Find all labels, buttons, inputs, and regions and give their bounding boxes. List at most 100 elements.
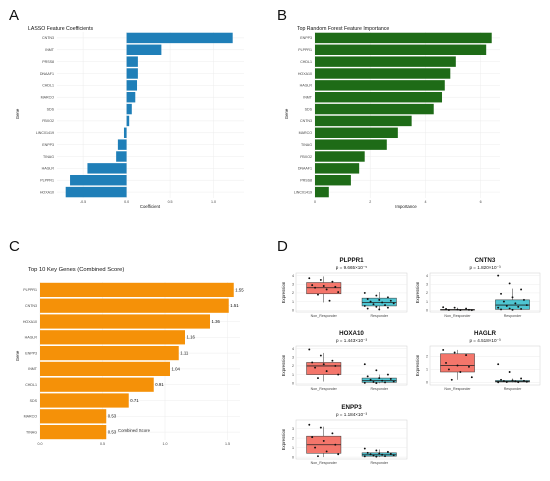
group-label: Non_Responder bbox=[311, 314, 338, 318]
data-point bbox=[514, 380, 517, 383]
data-point bbox=[331, 280, 334, 283]
bar-plppr1 bbox=[40, 282, 234, 298]
category-label: DNAAF1 bbox=[298, 167, 312, 171]
box-non_responder bbox=[306, 362, 342, 375]
data-point bbox=[372, 454, 375, 457]
bar-tinag bbox=[116, 151, 127, 162]
boxplot-title: HAGLR bbox=[474, 330, 497, 337]
y-axis-label: Expression bbox=[415, 281, 420, 303]
category-label: ENPP3 bbox=[25, 351, 37, 355]
data-point bbox=[384, 455, 386, 458]
category-label: HAGLR bbox=[42, 167, 55, 171]
data-point bbox=[337, 291, 340, 294]
data-point bbox=[381, 379, 384, 382]
panel-letter-a: A bbox=[9, 7, 19, 24]
data-point bbox=[369, 378, 372, 381]
data-point bbox=[520, 288, 523, 291]
panel-b-xlabel: Importance bbox=[395, 204, 417, 209]
bar-sds bbox=[40, 393, 129, 408]
category-label: INMT bbox=[28, 367, 38, 371]
data-point bbox=[369, 453, 372, 456]
bar-plppr1 bbox=[315, 44, 487, 56]
data-point bbox=[363, 381, 366, 384]
x-tick-label: 0 bbox=[314, 200, 316, 204]
y-tick-label: 2 bbox=[292, 436, 294, 440]
panel-c-ylabel: Gene bbox=[15, 350, 20, 361]
data-point bbox=[331, 359, 334, 362]
bar-haglr bbox=[40, 330, 185, 345]
category-label: FBXO2 bbox=[42, 119, 54, 123]
data-point bbox=[459, 371, 462, 373]
data-point bbox=[311, 284, 314, 287]
data-point bbox=[445, 308, 447, 310]
data-point bbox=[459, 309, 462, 312]
data-point bbox=[508, 282, 511, 285]
data-point bbox=[517, 381, 520, 384]
data-point bbox=[389, 452, 392, 455]
data-point bbox=[392, 302, 395, 305]
data-point bbox=[520, 377, 523, 380]
y-axis-label: Expression bbox=[281, 428, 286, 450]
data-point bbox=[334, 285, 337, 288]
bar-marco bbox=[40, 409, 107, 424]
category-label: INMT bbox=[303, 96, 313, 100]
data-point bbox=[328, 299, 331, 302]
data-point bbox=[508, 371, 511, 373]
y-tick-label: 3 bbox=[426, 282, 428, 286]
bar-tinag bbox=[315, 139, 387, 150]
box-responder bbox=[495, 299, 530, 310]
group-label: Responder bbox=[504, 387, 522, 391]
group-label: Responder bbox=[370, 387, 388, 391]
bar-enpp3 bbox=[117, 139, 127, 150]
boxplot-pvalue: p = 1.443×10⁻³ bbox=[336, 338, 368, 343]
category-label: PLPPR1 bbox=[23, 288, 37, 292]
data-point bbox=[375, 369, 378, 372]
data-point bbox=[508, 307, 511, 310]
category-label: MARCO bbox=[299, 131, 313, 135]
y-tick-label: 3 bbox=[292, 427, 294, 431]
data-point bbox=[363, 363, 366, 366]
y-tick-label: 2 bbox=[426, 355, 428, 359]
boxplot-pvalue: p = 9.665×10⁻⁵ bbox=[336, 265, 368, 270]
data-point bbox=[523, 379, 525, 382]
data-point bbox=[375, 305, 378, 308]
data-point bbox=[392, 454, 395, 457]
data-point bbox=[363, 447, 366, 450]
data-point bbox=[511, 296, 514, 299]
data-point bbox=[319, 426, 322, 429]
data-point bbox=[317, 293, 319, 296]
y-tick-label: 1 bbox=[292, 446, 294, 450]
box-non_responder bbox=[440, 353, 475, 373]
bar-plppr1 bbox=[70, 174, 127, 186]
bar-enpp3 bbox=[315, 32, 492, 44]
data-point bbox=[375, 449, 378, 452]
data-point bbox=[386, 306, 389, 309]
data-point bbox=[378, 298, 381, 301]
y-tick-label: 4 bbox=[426, 274, 428, 278]
data-point bbox=[369, 300, 372, 303]
bar-cntn3 bbox=[315, 115, 412, 127]
data-point bbox=[389, 377, 392, 380]
category-label: LINC01419 bbox=[294, 190, 312, 194]
box-responder bbox=[361, 297, 397, 307]
category-label: MARCO bbox=[24, 415, 38, 419]
category-label: PRSS8 bbox=[42, 60, 54, 64]
y-axis-label: Expression bbox=[281, 281, 286, 303]
data-point bbox=[470, 376, 473, 379]
category-label: PRSS8 bbox=[300, 179, 312, 183]
category-label: INMT bbox=[45, 48, 55, 52]
data-point bbox=[308, 277, 311, 280]
x-tick-label: -0.5 bbox=[80, 200, 86, 204]
group-label: Responder bbox=[504, 314, 522, 318]
data-point bbox=[497, 363, 500, 366]
data-point bbox=[456, 308, 459, 311]
bar-prss8 bbox=[126, 56, 138, 67]
data-point bbox=[502, 300, 505, 303]
group-label: Non_Responder bbox=[311, 461, 338, 465]
y-tick-label: 2 bbox=[292, 291, 294, 295]
data-point bbox=[392, 380, 395, 383]
